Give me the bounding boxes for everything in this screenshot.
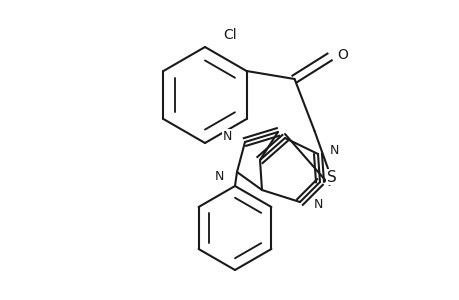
Text: Cl: Cl <box>223 28 236 42</box>
Text: N: N <box>222 130 231 142</box>
Text: O: O <box>337 48 347 62</box>
Text: N: N <box>214 169 224 182</box>
Text: S: S <box>326 169 336 184</box>
Text: N: N <box>313 197 323 211</box>
Text: N: N <box>329 143 339 157</box>
